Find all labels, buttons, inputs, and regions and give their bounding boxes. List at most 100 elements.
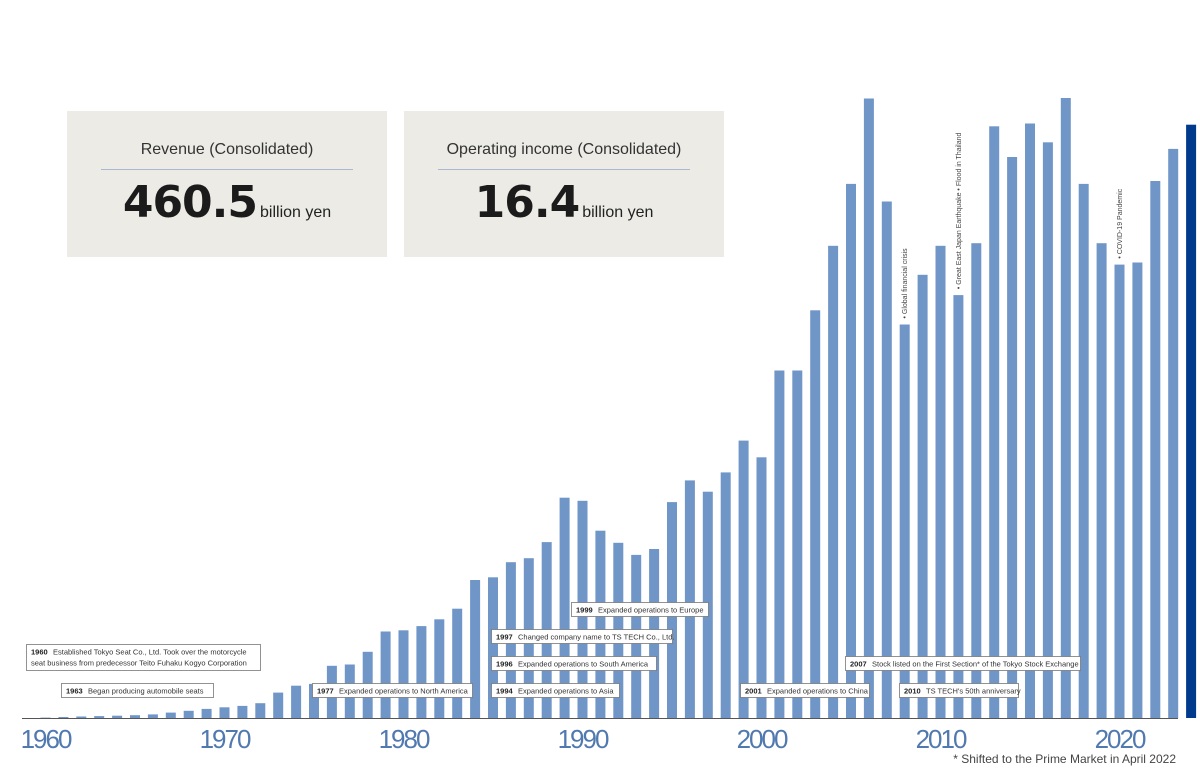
event-box-1999 [571,602,709,617]
x-tick-label-2000: 2000 [737,724,788,754]
event-box-1977 [312,683,473,698]
event-text-1996: Expanded operations to South America [518,660,649,669]
bar-1973 [273,692,284,718]
bar-2000 [756,457,767,718]
event-2010: 2010 TS TECH's 50th anniversary [899,683,1021,698]
bar-2003 [810,310,821,718]
event-year-1997: 1997 [496,633,513,642]
bar-1968 [183,710,194,718]
event-2007: 2007 Stock listed on the First Section* o… [845,656,1081,671]
bar-1989 [559,497,570,718]
event-1963: 1963 Began producing automobile seats [61,683,214,698]
event-year-1999: 1999 [576,606,593,615]
event-text-1999: Expanded operations to Europe [598,606,704,615]
bar-1962 [76,716,87,718]
bar-1996 [684,480,695,718]
event-year-1996: 1996 [496,660,513,669]
x-tick-label-1960: 1960 [21,724,72,754]
bar-2015 [1025,123,1035,718]
event-1999: 1999 Expanded operations to Europe [571,602,709,617]
bar-1971 [237,705,248,718]
event-box-1996 [491,656,657,671]
event-box-2001 [740,683,870,698]
event-box-2010 [899,683,1019,698]
x-tick-label-1990: 1990 [558,724,609,754]
x-tick-label-1980: 1980 [379,724,430,754]
bar-2020 [1114,264,1125,718]
bar-1960 [40,717,51,719]
event-text-2010: TS TECH's 50th anniversary [926,687,1021,696]
bar-1998 [720,472,731,718]
event-year-2001: 2001 [745,687,762,696]
bar-1991 [595,530,606,718]
annotation-2008: • Global financial crisis [902,248,909,319]
operating-income-kpi-card: Operating income (Consolidated) 16.4 bill… [404,111,724,257]
bar-1974 [291,685,302,718]
bar-2009 [917,274,928,718]
bar-2017 [1060,98,1071,718]
event-1997: 1997 Changed company name to TS TECH Co.,… [491,629,674,644]
bar-2018 [1078,183,1089,718]
bar-1984 [470,580,481,718]
event-year-1960: 1960 [31,648,48,657]
bar-2004 [828,245,839,719]
event-box-1994 [491,683,620,698]
event-text-1960: Established Tokyo Seat Co., Ltd. Took ov… [53,648,247,657]
event-text-1994: Expanded operations to Asia [518,687,614,696]
x-axis-tick-labels: 1960 1970 1980 1990 2000 2010 2020 [21,724,1148,754]
bar-2006 [863,98,874,718]
bar-2007 [881,201,892,718]
bar-2013 [989,126,1000,719]
event-text-2001: Expanded operations to China [767,687,869,696]
event-text2-1960: seat business from predecessor Teito Fuh… [31,659,247,668]
operating-income-kpi-value: 16.4 [474,177,581,228]
operating-income-kpi-value-row: 16.4 billion yen [404,177,724,228]
bar-2008 [899,324,910,718]
bar-1969 [201,708,212,718]
bar-2022 [1150,181,1161,718]
annotation-2011: • Great East Japan Earthquake • Flood in… [956,132,963,289]
bar-1980 [398,630,409,718]
event-text-1963: Began producing automobile seats [88,687,204,696]
bar-1999 [738,440,749,718]
bar-1979 [380,631,391,718]
bar-1967 [165,712,176,718]
event-1960: 1960 Established Tokyo Seat Co., Ltd. Too… [26,644,261,671]
bar-2005 [846,183,856,718]
bar-1981 [416,626,427,718]
bar-2023 [1168,148,1179,718]
event-box-1997 [491,629,673,644]
event-text-1977: Expanded operations to North America [339,687,469,696]
bar-2010 [935,245,946,719]
revenue-kpi-card: Revenue (Consolidated) 460.5 billion yen [67,111,387,257]
milestone-events: 1960 Established Tokyo Seat Co., Ltd. Too… [26,602,1081,698]
event-year-1994: 1994 [496,687,514,696]
event-2001: 2001 Expanded operations to China [740,683,870,698]
bar-1972 [255,703,266,718]
revenue-kpi-unit: billion yen [260,204,332,221]
event-year-1963: 1963 [66,687,83,696]
x-tick-label-2010: 2010 [916,724,967,754]
event-text-2007: Stock listed on the First Section* of th… [872,660,1079,669]
bar-1963 [94,716,105,718]
event-1977: 1977 Expanded operations to North America [312,683,473,698]
event-box-1963 [61,683,214,698]
operating-income-kpi-unit: billion yen [582,204,654,221]
event-year-2010: 2010 [904,687,921,696]
bar-2011 [953,295,964,718]
bar-2019 [1096,243,1107,718]
revenue-kpi-value-row: 460.5 billion yen [67,177,387,228]
operating-income-kpi-label: Operating income (Consolidated) [438,141,690,170]
bar-2014 [1007,157,1018,718]
bar-2002 [792,370,803,718]
bar-2016 [1042,142,1053,719]
bar-1982 [434,619,445,718]
event-box-2007 [845,656,1081,671]
event-1996: 1996 Expanded operations to South America [491,656,657,671]
bar-1966 [147,714,158,718]
bar-2001 [774,370,785,718]
event-text-1997: Changed company name to TS TECH Co., Ltd… [518,633,674,642]
revenue-kpi-label: Revenue (Consolidated) [101,141,353,170]
bar-2024 [1186,124,1197,718]
